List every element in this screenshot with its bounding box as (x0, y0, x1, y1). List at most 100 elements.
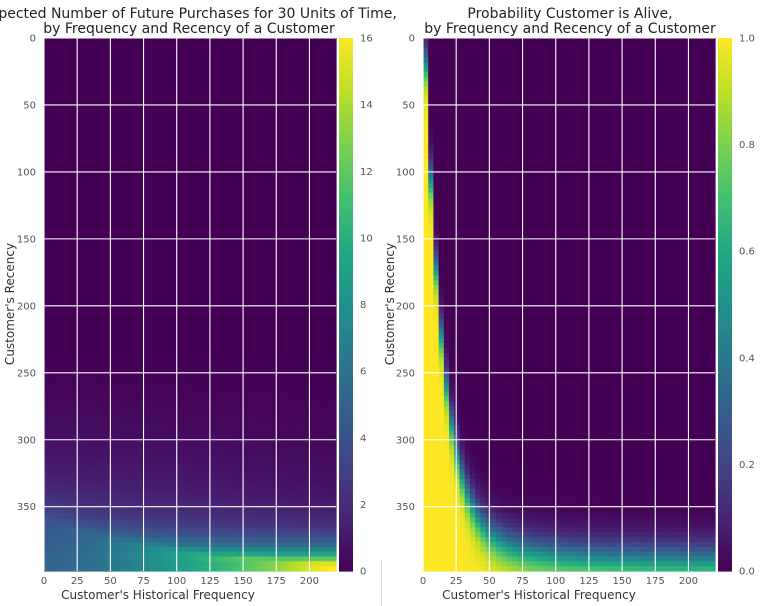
heatmap-cell (169, 212, 175, 218)
heatmap-cell (80, 105, 87, 112)
heatmap-cell (90, 372, 97, 378)
heatmap-cell (137, 115, 144, 121)
heatmap-cell (148, 401, 155, 407)
heatmap-cell (247, 440, 254, 446)
heatmap-cell (257, 382, 264, 388)
heatmap-cell (252, 323, 259, 330)
heatmap-cell (226, 372, 233, 378)
heatmap-cell (325, 401, 332, 407)
heatmap-cell (179, 304, 186, 310)
heatmap-cell (289, 188, 295, 194)
heatmap-cell (247, 139, 254, 146)
heatmap-cell (231, 178, 238, 184)
heatmap-cell (263, 280, 269, 286)
future-purchases-panel: Expected Number of Future Purchases for … (0, 6, 397, 602)
heatmap-cell (117, 149, 123, 155)
heatmap-cell (325, 217, 332, 223)
heatmap-cell (117, 440, 123, 446)
heatmap-cell (289, 425, 295, 432)
heatmap-cell (236, 91, 243, 97)
heatmap-cell (153, 96, 160, 102)
heatmap-cell (85, 333, 92, 340)
heatmap-cell (210, 222, 217, 228)
heatmap-cell (59, 372, 66, 378)
heatmap-cell (242, 319, 248, 325)
heatmap-cell (101, 357, 108, 364)
heatmap-cell (96, 38, 102, 44)
heatmap-cell (75, 348, 82, 354)
heatmap-cell (96, 149, 102, 155)
heatmap-cell (54, 348, 61, 354)
heatmap-cell (122, 459, 129, 465)
heatmap-cell (101, 304, 108, 310)
heatmap-cell (283, 420, 290, 427)
heatmap-cell (325, 348, 332, 354)
heatmap-cell (122, 159, 129, 165)
heatmap-cell (64, 430, 71, 436)
heatmap-cell (137, 294, 144, 301)
heatmap-cell (75, 197, 82, 204)
heatmap-cell (278, 86, 285, 92)
heatmap-cell (289, 280, 295, 286)
heatmap-cell (127, 367, 134, 373)
heatmap-cell (169, 96, 175, 102)
heatmap-cell (70, 445, 76, 451)
heatmap-cell (221, 226, 228, 233)
heatmap-cell (127, 120, 134, 126)
heatmap-cell (59, 231, 66, 238)
heatmap-cell (216, 251, 222, 257)
heatmap-cell (231, 217, 238, 223)
heatmap-cell (289, 120, 295, 126)
heatmap-cell (44, 202, 50, 209)
heatmap-cell (325, 289, 332, 296)
heatmap-cell (226, 188, 233, 194)
heatmap-cell (294, 173, 301, 180)
heatmap-cell (195, 430, 202, 436)
heatmap-cell (257, 246, 264, 252)
heatmap-cell (122, 130, 129, 136)
heatmap-cell (278, 265, 285, 272)
heatmap-cell (283, 163, 290, 170)
heatmap-cell (236, 352, 243, 359)
heatmap-cell (59, 134, 66, 141)
heatmap-cell (117, 270, 123, 277)
heatmap-cell (111, 178, 118, 184)
heatmap-cell (153, 71, 160, 78)
heatmap-cell (64, 299, 71, 306)
heatmap-cell (117, 52, 123, 58)
heatmap-cell (75, 333, 82, 340)
heatmap-cell (268, 120, 275, 126)
heatmap-cell (90, 425, 97, 432)
heatmap-cell (85, 183, 92, 189)
heatmap-cell (169, 81, 175, 88)
heatmap-cell (278, 52, 285, 58)
heatmap-cell (96, 163, 102, 170)
heatmap-cell (221, 425, 228, 432)
heatmap-cell (85, 435, 92, 441)
heatmap-cell (169, 149, 175, 155)
heatmap-cell (127, 163, 134, 170)
heatmap-cell (96, 435, 102, 441)
heatmap-cell (49, 386, 56, 393)
heatmap-cell (309, 38, 316, 44)
heatmap-cell (200, 226, 207, 233)
heatmap-cell (210, 86, 217, 92)
heatmap-cell (190, 217, 196, 223)
heatmap-cell (122, 222, 129, 228)
heatmap-cell (190, 52, 196, 58)
heatmap-cell (117, 159, 123, 165)
heatmap-cell (299, 338, 306, 344)
heatmap-cell (143, 71, 149, 78)
heatmap-cell (75, 76, 82, 83)
heatmap-cell (148, 357, 155, 364)
heatmap-cell (210, 130, 217, 136)
heatmap-cell (231, 299, 238, 306)
heatmap-cell (137, 71, 144, 78)
heatmap-cell (257, 226, 264, 233)
heatmap-cell (268, 197, 275, 204)
heatmap-cell (137, 139, 144, 146)
heatmap-cell (309, 125, 316, 131)
heatmap-cell (117, 357, 123, 364)
heatmap-cell (64, 139, 71, 146)
heatmap-cell (216, 57, 222, 63)
